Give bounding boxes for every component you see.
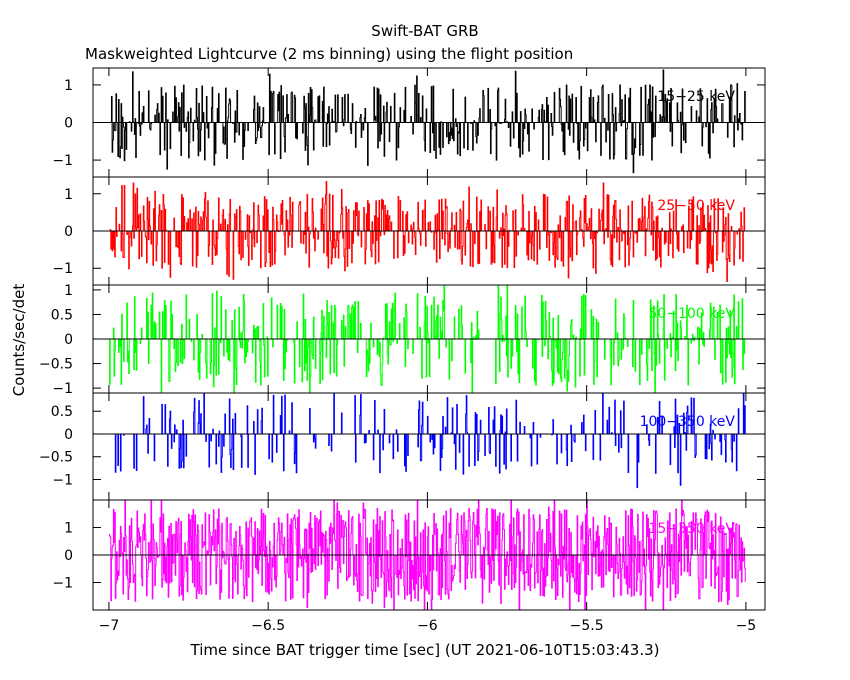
y-tick-label-2-0: 1 (64, 187, 73, 203)
panel-5: 1 0 −1 15−350 keV (52, 499, 766, 611)
panels-group: 1 0 −1 15−25 keV 1 0 −1 25−50 keV 1 0.5 0 −0.5 −1 50−… (39, 67, 766, 634)
x-tick-label-0: −7 (99, 618, 120, 634)
y-tick-label-3-3: −0.5 (39, 357, 73, 373)
x-tick-label-2: −6 (417, 618, 438, 634)
x-tick-label-1: −6.5 (251, 618, 285, 634)
chart-subtitle: Maskweighted Lightcurve (2 ms binning) u… (85, 45, 573, 63)
band-label-3: 50−100 keV (648, 306, 735, 322)
x-axis-label: Time since BAT trigger time [sec] (UT 20… (190, 641, 660, 659)
band-label-4: 100−350 keV (640, 414, 736, 430)
lightcurve-line-5 (108, 500, 746, 610)
y-tick-label-4-0: 0.5 (51, 404, 73, 420)
y-tick-label-5-2: −1 (52, 576, 73, 592)
y-tick-label-4-1: 0 (64, 427, 73, 443)
y-tick-label-5-0: 1 (64, 521, 73, 537)
y-tick-label-3-2: 0 (64, 332, 73, 348)
x-tick-label-4: −5 (736, 618, 757, 634)
lightcurve-line-2 (108, 181, 746, 283)
panel-4: 0.5 0 −0.5 −1 100−350 keV (39, 392, 766, 501)
y-tick-label-4-2: −0.5 (39, 450, 73, 466)
band-label-5: 15−350 keV (648, 521, 735, 537)
panel-3: 1 0.5 0 −0.5 −1 50−100 keV (39, 283, 766, 397)
x-tick-label-3: −5.5 (570, 618, 604, 634)
chart-title: Swift-BAT GRB (371, 22, 478, 40)
y-tick-label-3-1: 0.5 (51, 307, 73, 323)
panel-2: 1 0 −1 25−50 keV (52, 176, 766, 286)
y-axis-label: Counts/sec/det (10, 284, 28, 397)
band-label-1: 15−25 keV (657, 89, 735, 105)
y-tick-label-4-3: −1 (52, 473, 73, 489)
y-tick-label-3-0: 1 (64, 283, 73, 299)
y-tick-label-1-2: −1 (52, 153, 73, 169)
lightcurve-line-1 (108, 69, 746, 174)
panel-1: 1 0 −1 15−25 keV (52, 67, 766, 178)
band-label-2: 25−50 keV (657, 198, 735, 214)
y-tick-label-3-4: −1 (52, 381, 73, 397)
y-tick-label-1-1: 0 (64, 116, 73, 132)
y-tick-label-5-1: 0 (64, 548, 73, 564)
lightcurve-line-3 (108, 285, 746, 393)
y-tick-label-2-2: −1 (52, 261, 73, 277)
y-tick-label-2-1: 0 (64, 224, 73, 240)
y-tick-label-1-0: 1 (64, 78, 73, 94)
